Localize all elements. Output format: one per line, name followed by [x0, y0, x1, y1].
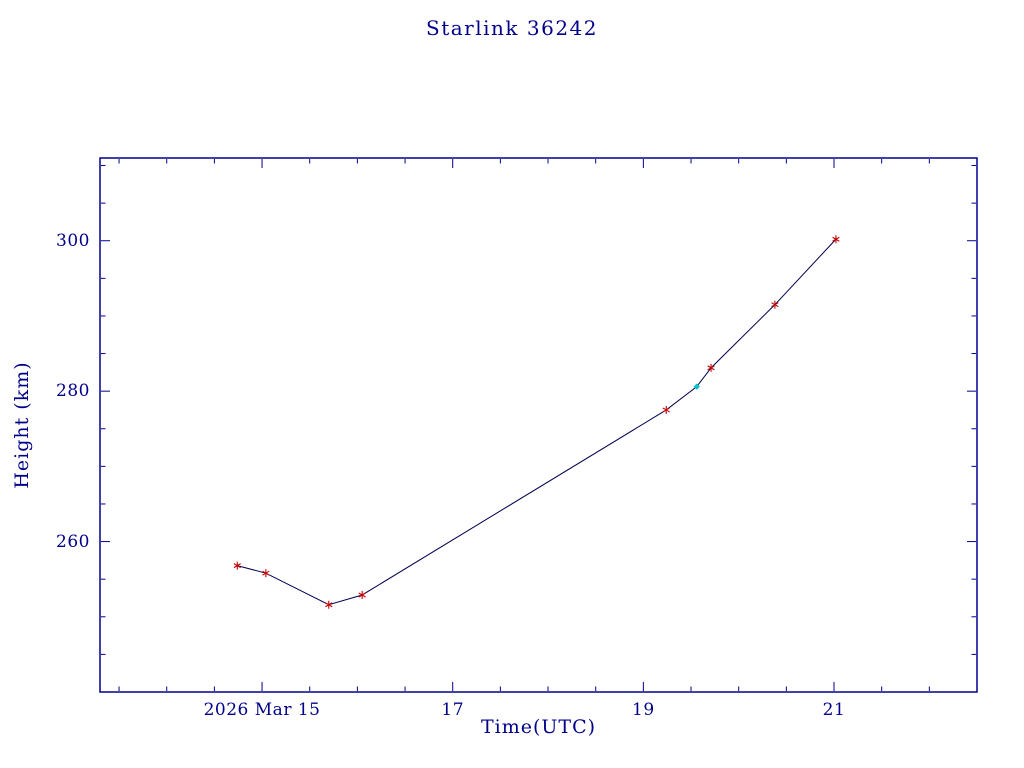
x-axis-label: Time(UTC): [480, 716, 597, 738]
data-point-marker: [832, 236, 840, 242]
data-point-marker: [325, 602, 333, 608]
data-point-marker: [662, 407, 670, 413]
y-tick-label: 260: [56, 531, 90, 552]
data-point-marker: [771, 302, 779, 308]
x-tick-label: 21: [822, 700, 846, 720]
y-tick-label: 300: [56, 230, 90, 251]
data-point-marker: [707, 365, 715, 371]
y-tick-label: 280: [56, 381, 90, 402]
chart-title: Starlink 36242: [426, 16, 598, 40]
data-point-marker: [358, 592, 366, 598]
data-line: [237, 238, 837, 606]
x-tick-label: 19: [632, 700, 655, 720]
x-tick-label: 17: [441, 700, 465, 720]
special-point-marker: [693, 383, 700, 390]
x-tick-label: 2026 Mar 15: [203, 700, 321, 720]
data-point-marker: [233, 563, 241, 569]
plot-frame: [99, 157, 978, 693]
data-point-marker: [262, 570, 270, 576]
